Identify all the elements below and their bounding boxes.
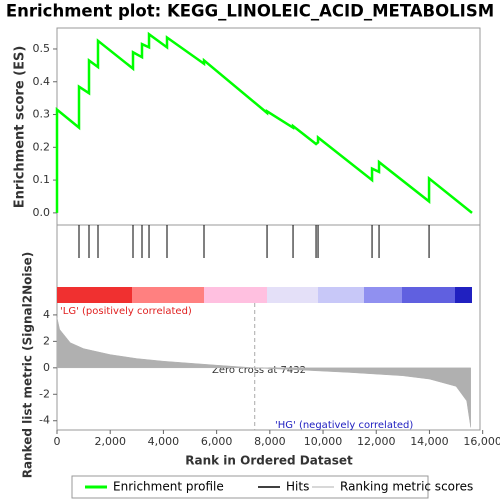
y-tick-label: 2: [43, 334, 50, 347]
x-axis-label: Rank in Ordered Dataset: [185, 454, 353, 468]
x-tick-label: 6,000: [201, 435, 233, 448]
metric-area: [56, 317, 471, 428]
x-tick-label: 12,000: [357, 435, 396, 448]
color-bar: [57, 287, 472, 303]
x-tick-label: 0: [54, 435, 61, 448]
annotation: 'LG' (positively correlated): [60, 306, 192, 317]
x-tick-label: 8,000: [254, 435, 286, 448]
y-tick-label: 0.0: [33, 206, 51, 219]
chart-title: Enrichment plot: KEGG_LINOLEIC_ACID_META…: [6, 2, 494, 21]
annotation: 'HG' (negatively correlated): [275, 420, 413, 431]
y-tick-label: 0.3: [33, 108, 51, 121]
y-tick-label: 4: [43, 308, 50, 321]
y-axis-label: Enrichment score (ES): [13, 46, 28, 209]
y-axis-label: Ranked list metric (Signal2Noise): [21, 252, 35, 479]
x-tick-label: 4,000: [148, 435, 180, 448]
legend-label: Hits: [286, 480, 309, 494]
plot-frame: [56, 224, 481, 431]
annotation: Zero cross at 7432: [212, 365, 306, 376]
y-tick-label: 0.4: [33, 75, 51, 88]
y-tick-label: -4: [39, 414, 50, 427]
y-tick-label: -2: [39, 387, 50, 400]
legend-label: Enrichment profile: [113, 480, 224, 494]
x-tick-label: 16,000: [463, 435, 500, 448]
y-tick-label: 0.5: [33, 42, 51, 55]
x-tick-label: 10,000: [304, 435, 343, 448]
x-tick-label: 2,000: [94, 435, 126, 448]
y-tick-label: 0: [43, 361, 50, 374]
y-tick-label: 0.1: [33, 173, 51, 186]
x-tick-label: 14,000: [410, 435, 449, 448]
legend: [71, 475, 429, 499]
legend-label: Ranking metric scores: [340, 480, 473, 494]
es-line: [55, 31, 473, 214]
y-tick-label: 0.2: [33, 140, 51, 153]
